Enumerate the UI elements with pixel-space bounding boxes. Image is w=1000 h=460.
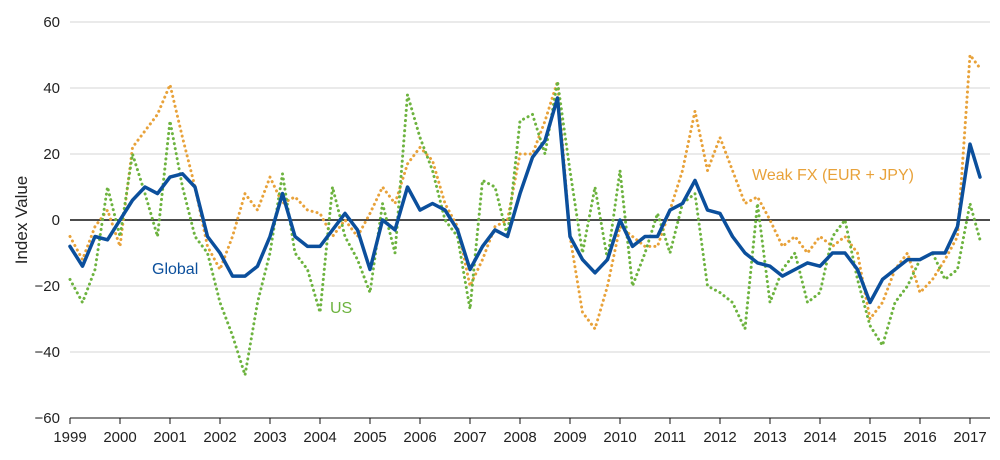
x-axis-ticks: 1999 2000 2001 2002 2003 2004 2005 2006 2007 2008… [53,417,990,446]
x-tick-label: 2013 [753,429,786,446]
annotation-global: Global [152,261,198,278]
x-tick-label: 2012 [703,429,736,446]
y-tick-label: 60 [43,14,60,31]
y-axis-ticks: 60 40 20 0 −20 −40 −60 [35,14,60,427]
x-tick-label: 1999 [53,429,86,446]
annotation-weak-fx: Weak FX (EUR + JPY) [752,167,914,184]
x-tick-label: 2016 [903,429,936,446]
x-tick-label: 2004 [303,429,336,446]
series-line-global [68,96,982,305]
x-tick-label: 2009 [553,429,586,446]
x-tick-label: 2001 [153,429,186,446]
x-tick-label: 2008 [503,429,536,446]
x-tick-label: 2017 [953,429,986,446]
y-tick-label: −40 [35,344,60,361]
x-tick-label: 2010 [603,429,636,446]
x-tick-label: 2014 [803,429,836,446]
x-tick-label: 2007 [453,429,486,446]
x-tick-label: 2011 [654,429,686,446]
x-tick-label: 2005 [353,429,386,446]
x-tick-label: 2003 [253,429,286,446]
series-lines [68,53,982,377]
x-tick-label: 2002 [203,429,236,446]
y-tick-label: 20 [43,146,60,163]
series-line-weak-fx-eur-jpy [68,53,982,331]
y-axis-title: Index Value [12,176,31,265]
annotation-us: US [330,300,352,317]
y-tick-label: 0 [52,212,60,229]
y-tick-label: −60 [35,410,60,427]
x-tick-label: 2000 [103,429,136,446]
series-line-us [68,79,982,377]
x-tick-label: 2006 [403,429,436,446]
y-tick-label: −20 [35,278,60,295]
x-tick-label: 2015 [853,429,886,446]
y-tick-label: 40 [43,80,60,97]
